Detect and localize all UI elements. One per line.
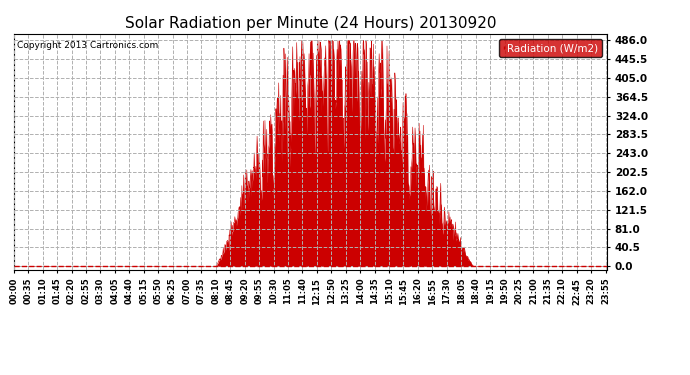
Text: Copyright 2013 Cartronics.com: Copyright 2013 Cartronics.com	[17, 41, 158, 50]
Legend: Radiation (W/m2): Radiation (W/m2)	[500, 39, 602, 57]
Title: Solar Radiation per Minute (24 Hours) 20130920: Solar Radiation per Minute (24 Hours) 20…	[125, 16, 496, 31]
